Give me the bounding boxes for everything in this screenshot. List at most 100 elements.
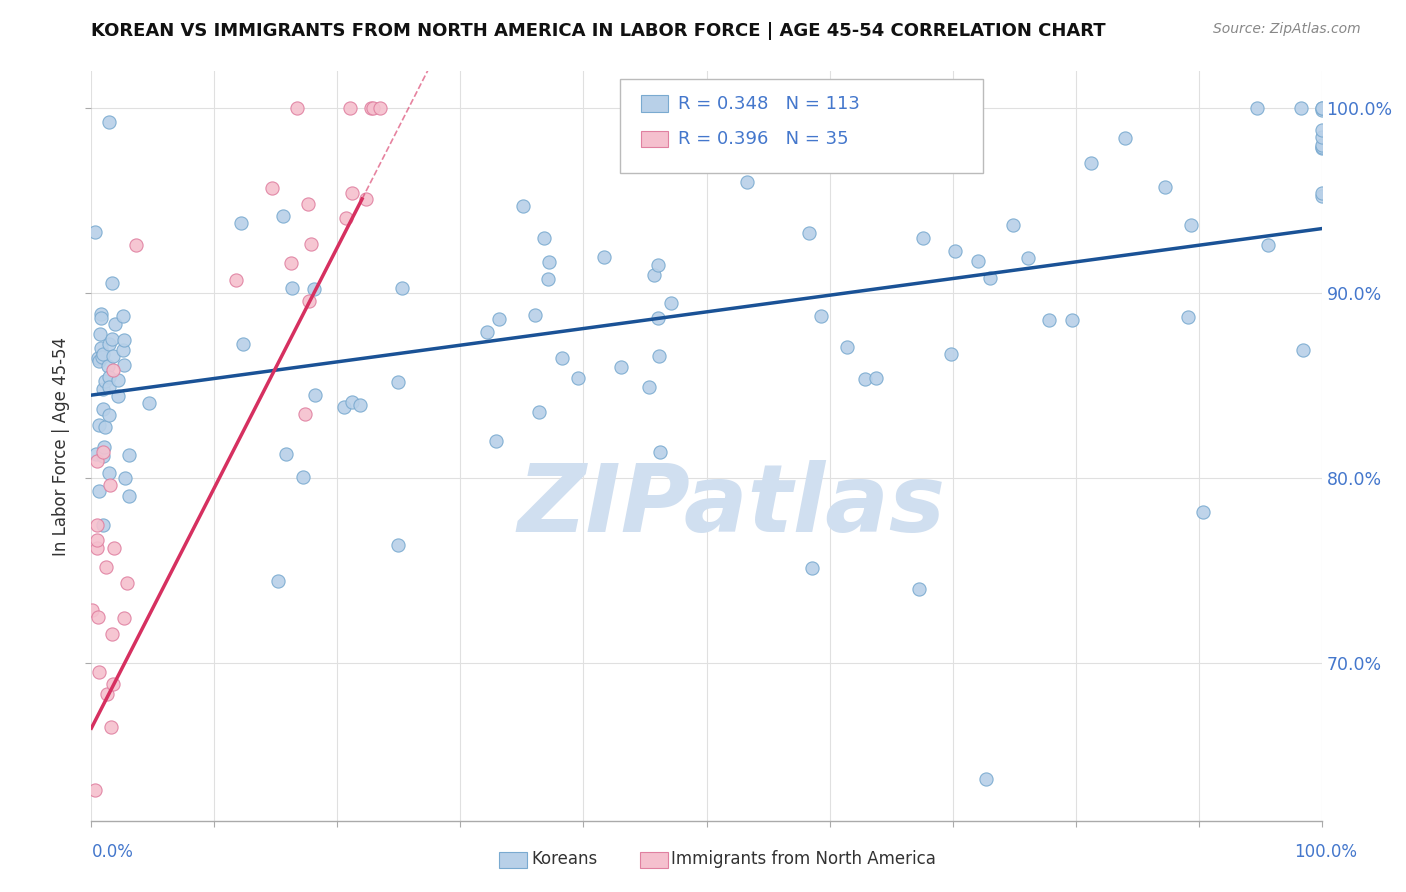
Point — [86, 541, 108, 556]
Point — [114, 471, 136, 485]
Point — [527, 405, 550, 419]
Point — [339, 101, 361, 115]
Point — [810, 310, 832, 324]
Point — [98, 337, 121, 351]
Point — [340, 186, 363, 201]
Point — [231, 216, 253, 230]
Text: Immigrants from North America: Immigrants from North America — [671, 850, 935, 868]
Point — [94, 420, 117, 434]
Point — [1310, 101, 1333, 115]
Point — [302, 282, 325, 296]
Point — [96, 560, 118, 574]
Point — [100, 720, 122, 734]
Point — [567, 370, 589, 384]
Point — [536, 271, 558, 285]
Point — [112, 333, 135, 347]
Point — [91, 347, 114, 361]
Point — [115, 576, 138, 591]
Text: R = 0.348   N = 113: R = 0.348 N = 113 — [678, 95, 860, 112]
FancyBboxPatch shape — [641, 95, 668, 112]
Point — [967, 254, 990, 268]
Point — [83, 225, 105, 239]
Point — [267, 574, 290, 588]
Point — [90, 310, 112, 325]
Point — [91, 402, 114, 417]
Point — [979, 270, 1001, 285]
Point — [86, 533, 108, 547]
Point — [292, 469, 315, 483]
Point — [304, 388, 326, 402]
Point — [610, 359, 633, 374]
Point — [89, 418, 111, 433]
Point — [853, 372, 876, 386]
Point — [475, 326, 498, 340]
Point — [360, 101, 382, 115]
Point — [87, 609, 110, 624]
Point — [1180, 218, 1202, 232]
Point — [125, 237, 148, 252]
Point — [90, 307, 112, 321]
Point — [82, 603, 104, 617]
Point — [101, 332, 124, 346]
Point — [91, 382, 114, 396]
Point — [659, 296, 682, 310]
Point — [271, 209, 294, 223]
Point — [91, 449, 114, 463]
Point — [97, 114, 120, 128]
Text: R = 0.396   N = 35: R = 0.396 N = 35 — [678, 130, 849, 148]
Point — [1310, 101, 1333, 115]
Point — [335, 211, 357, 226]
Point — [91, 351, 114, 365]
Point — [118, 489, 141, 503]
Point — [643, 268, 665, 282]
Point — [101, 362, 124, 376]
Point — [98, 478, 121, 492]
Point — [280, 256, 302, 270]
Point — [93, 441, 115, 455]
Point — [103, 349, 125, 363]
Point — [97, 466, 120, 480]
Point — [107, 389, 129, 403]
Point — [1310, 141, 1333, 155]
Point — [86, 454, 108, 468]
Point — [1017, 252, 1039, 266]
Point — [97, 370, 120, 384]
Point — [294, 407, 316, 421]
Point — [943, 244, 966, 259]
Y-axis label: In Labor Force | Age 45-54: In Labor Force | Age 45-54 — [52, 336, 70, 556]
Point — [1002, 219, 1025, 233]
Point — [297, 197, 319, 211]
Point — [98, 380, 121, 394]
Point — [298, 293, 321, 308]
Point — [112, 611, 135, 625]
Point — [98, 408, 121, 422]
Point — [87, 351, 110, 365]
Text: ZIPatlas: ZIPatlas — [517, 460, 945, 552]
Point — [340, 394, 363, 409]
Point — [1177, 310, 1199, 325]
Point — [391, 281, 413, 295]
Point — [648, 445, 671, 459]
Point — [118, 449, 141, 463]
Point — [112, 343, 135, 358]
Point — [1310, 186, 1333, 201]
Point — [1114, 131, 1136, 145]
Point — [1062, 312, 1084, 326]
Point — [551, 351, 574, 366]
Point — [84, 447, 107, 461]
Point — [907, 582, 929, 597]
Point — [91, 517, 114, 532]
FancyBboxPatch shape — [620, 78, 983, 172]
Point — [512, 199, 534, 213]
Point — [1310, 103, 1333, 118]
Point — [96, 688, 118, 702]
Point — [484, 434, 506, 449]
Point — [648, 349, 671, 363]
Point — [349, 398, 371, 412]
Point — [1154, 180, 1177, 194]
Point — [800, 561, 823, 575]
Point — [276, 447, 298, 461]
Point — [1291, 343, 1313, 358]
Point — [87, 483, 110, 498]
Point — [524, 308, 547, 322]
